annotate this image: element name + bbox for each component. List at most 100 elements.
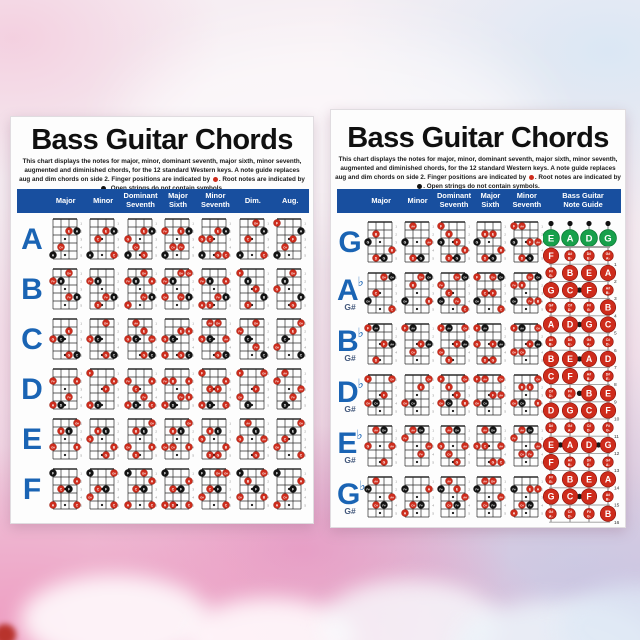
svg-text:5: 5 (432, 358, 434, 362)
svg-text:4: 4 (541, 452, 543, 456)
svg-text:B: B (605, 509, 611, 519)
svg-text:2: 2 (505, 436, 507, 440)
svg-text:1: 1 (432, 275, 434, 279)
svg-text:2: 2 (118, 429, 120, 433)
chord-diagram-d-major-sixth: 1 2 3 4 5 G A# C D# G A# C (472, 423, 508, 471)
svg-text:1: 1 (267, 421, 269, 425)
chord-diagram-d-dominant-seventh: 1 2 3 4 5 F# A C D F# A C (122, 366, 159, 414)
svg-text:1: 1 (505, 428, 507, 432)
root-note-dot-icon (417, 183, 423, 189)
svg-text:B: B (172, 429, 175, 433)
svg-text:5: 5 (230, 503, 232, 507)
svg-text:E: E (217, 229, 220, 233)
svg-text:C: C (300, 453, 303, 457)
svg-text:A: A (188, 379, 191, 383)
svg-text:B: B (97, 279, 100, 283)
svg-text:G: G (456, 460, 459, 464)
svg-text:F#: F# (587, 510, 591, 514)
svg-text:2: 2 (230, 429, 232, 433)
svg-text:C: C (263, 253, 266, 257)
svg-text:E: E (292, 429, 295, 433)
svg-text:G: G (105, 453, 108, 457)
chord-grid-right: G 1 2 3 4 5 G B D G B 1 2 3 4 5 G A# D G A# 1 2 3 4 5 F G B D F G B 1 2 3 4 5… (337, 217, 545, 523)
svg-text:2: 2 (432, 487, 434, 491)
svg-text:F#: F# (163, 279, 167, 283)
svg-text:2: 2 (396, 283, 398, 287)
svg-text:B: B (411, 283, 414, 287)
svg-text:5: 5 (541, 256, 543, 260)
svg-text:5: 5 (80, 453, 82, 457)
svg-text:E: E (68, 229, 71, 233)
svg-text:D#: D# (492, 275, 496, 279)
svg-text:3: 3 (80, 337, 82, 341)
svg-text:4: 4 (505, 248, 507, 252)
svg-text:G: G (456, 256, 459, 260)
chord-diagram-f-major-sixth: 1 2 3 4 5 F# A# C# D# F# A# (472, 474, 508, 522)
svg-text:3: 3 (305, 437, 307, 441)
svg-text:4: 4 (80, 345, 82, 349)
svg-text:5: 5 (432, 409, 434, 413)
note-guide-label-line1: Bass Guitar (562, 191, 604, 201)
poster-subtitle: This chart displays the notes for major,… (19, 158, 305, 193)
chord-diagram-c-major: 1 2 3 4 5 F G# C# F G# (363, 372, 399, 420)
svg-text:5: 5 (80, 253, 82, 257)
subtitle-text: This chart displays the notes for major,… (19, 158, 302, 183)
svg-text:A#: A# (549, 338, 554, 342)
svg-text:D: D (284, 403, 287, 407)
svg-text:B♭: B♭ (549, 343, 554, 347)
svg-text:2: 2 (80, 479, 82, 483)
svg-text:B: B (567, 475, 573, 485)
svg-text:C: C (134, 487, 137, 491)
svg-text:2: 2 (468, 232, 470, 236)
svg-text:1: 1 (267, 471, 269, 475)
chord-diagram-c-major-sixth: 1 2 3 4 5 F G# A# C# F G# A# (472, 372, 508, 420)
svg-text:2: 2 (267, 429, 269, 433)
svg-text:F: F (529, 342, 531, 346)
svg-text:3: 3 (155, 387, 157, 391)
svg-text:5: 5 (468, 256, 470, 260)
svg-text:G: G (67, 353, 70, 357)
svg-text:A#: A# (300, 387, 304, 391)
svg-text:3: 3 (505, 240, 507, 244)
svg-text:F: F (476, 326, 478, 330)
svg-text:F#: F# (276, 379, 280, 383)
svg-text:A#: A# (209, 321, 213, 325)
chord-diagram-f-major-sixth: 1 2 3 4 5 F A C D F A C (159, 466, 196, 514)
svg-text:4: 4 (80, 395, 82, 399)
svg-text:G: G (126, 237, 129, 241)
svg-text:4: 4 (267, 245, 269, 249)
svg-text:F: F (476, 275, 478, 279)
svg-text:1: 1 (155, 471, 157, 475)
svg-text:G#: G# (390, 377, 394, 381)
svg-text:G#: G# (536, 326, 540, 330)
svg-text:5: 5 (305, 303, 307, 307)
svg-text:G: G (180, 353, 183, 357)
svg-text:A: A (164, 253, 167, 257)
svg-text:A#: A# (463, 342, 467, 346)
svg-text:F#: F# (179, 245, 183, 249)
svg-text:A#: A# (484, 428, 488, 432)
svg-text:G#: G# (299, 421, 303, 425)
svg-text:3: 3 (155, 337, 157, 341)
svg-text:C#: C# (484, 401, 488, 405)
svg-text:A♭: A♭ (549, 308, 554, 312)
svg-text:4: 4 (505, 350, 507, 354)
svg-text:E: E (586, 475, 592, 485)
svg-text:G: G (567, 406, 574, 416)
svg-text:C#: C# (587, 424, 592, 428)
svg-text:F#: F# (528, 452, 532, 456)
chord-diagram-a-minor: 1 2 3 4 5 F A# C# F A# (399, 321, 435, 369)
svg-text:1: 1 (305, 421, 307, 425)
svg-text:1: 1 (267, 321, 269, 325)
svg-text:5: 5 (305, 503, 307, 507)
svg-text:D: D (548, 406, 554, 416)
svg-text:F: F (513, 224, 515, 228)
svg-text:C#: C# (447, 503, 451, 507)
svg-text:D#: D# (455, 275, 459, 279)
svg-text:1: 1 (468, 326, 470, 330)
svg-text:G: G (367, 240, 370, 244)
svg-text:3: 3 (230, 487, 232, 491)
svg-text:4: 4 (505, 503, 507, 507)
svg-text:4: 4 (305, 245, 307, 249)
svg-text:A: A (201, 303, 204, 307)
